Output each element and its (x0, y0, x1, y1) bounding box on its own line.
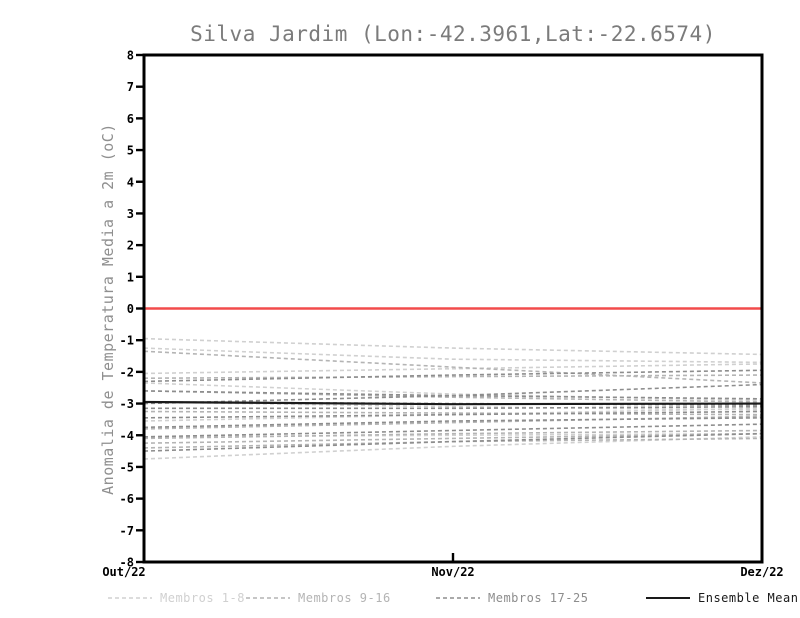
member-line (143, 410, 763, 416)
member-line (143, 374, 763, 380)
member-line (144, 405, 763, 410)
legend: Membros 1-8 Membros 9-16 Membros 17-25 E… (0, 590, 800, 608)
x-tick-label: Nov/22 (431, 565, 474, 579)
x-tick-label: Out/22 (102, 565, 145, 579)
legend-label-membros-17-25: Membros 17-25 (488, 591, 589, 605)
y-tick-label: 8 (127, 49, 134, 63)
member-line (143, 363, 763, 375)
y-tick-label: -2 (120, 365, 134, 379)
y-tick-label: 1 (127, 270, 134, 284)
y-tick-label: -1 (120, 334, 134, 348)
legend-item-membros-1-8: Membros 1-8 (108, 590, 245, 606)
y-tick-label: 7 (127, 80, 134, 94)
dashed-line-swatch (108, 597, 152, 599)
member-line (143, 432, 763, 444)
member-line (143, 390, 763, 400)
y-tick-label: 4 (127, 175, 134, 189)
member-line (143, 423, 763, 438)
dashed-line-swatch (436, 597, 480, 599)
y-tick-label: 5 (127, 144, 134, 158)
legend-label-ensemble-mean: Ensemble Mean (698, 591, 799, 605)
y-tick-label: -4 (120, 429, 134, 443)
member-line (143, 369, 763, 383)
y-tick-label: 2 (127, 239, 134, 253)
y-tick-label: -3 (120, 397, 134, 411)
member-line (143, 432, 763, 452)
legend-item-membros-9-16: Membros 9-16 (246, 590, 391, 606)
member-line (143, 347, 763, 364)
y-tick-label: -6 (120, 492, 134, 506)
ensemble-mean-line (143, 400, 763, 406)
member-line (143, 410, 763, 419)
y-tick-label: 6 (127, 112, 134, 126)
member-line (143, 417, 763, 429)
member-line (143, 382, 763, 402)
member-line (143, 401, 763, 411)
plot-border (142, 53, 764, 564)
x-tick-label: Dez/22 (740, 565, 783, 579)
legend-label-membros-1-8: Membros 1-8 (160, 591, 245, 605)
legend-item-ensemble-mean: Ensemble Mean (646, 590, 798, 606)
y-tick-label: 3 (127, 207, 134, 221)
legend-item-membros-17-25: Membros 17-25 (436, 590, 588, 606)
solid-line-swatch (646, 597, 690, 599)
dashed-line-swatch (246, 597, 290, 599)
member-line (143, 350, 763, 384)
y-tick-label: -7 (120, 524, 134, 538)
member-line (143, 415, 763, 430)
legend-label-membros-9-16: Membros 9-16 (298, 591, 391, 605)
member-line (143, 337, 763, 356)
member-line (143, 432, 763, 438)
y-tick-label: -8 (120, 556, 134, 570)
chart-title: Silva Jardim (Lon:-42.3961,Lat:-22.6574) (190, 22, 716, 46)
y-tick-label: -5 (120, 460, 134, 474)
member-line (143, 429, 763, 440)
y-tick-label: 0 (127, 302, 134, 316)
member-line (143, 390, 763, 403)
member-line (143, 436, 763, 460)
